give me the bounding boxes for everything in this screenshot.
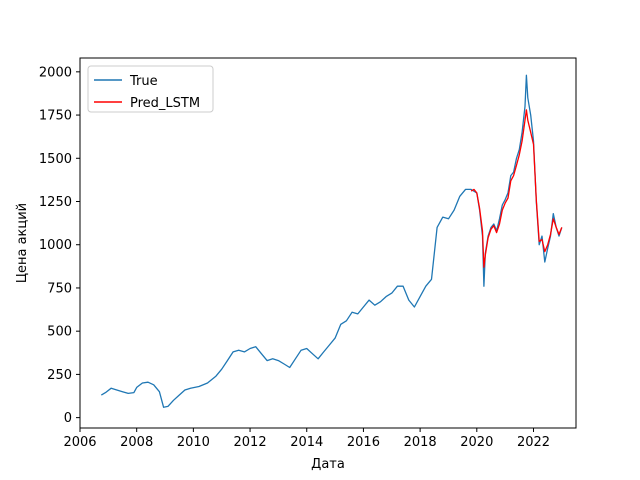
- y-tick-label: 1500: [39, 152, 72, 167]
- y-tick-label: 500: [47, 325, 72, 340]
- axes-frame: [79, 57, 577, 429]
- y-axis-label: Цена акций: [15, 203, 30, 283]
- x-tick-label: 2006: [63, 435, 96, 450]
- series-line-pred-lstm: [470, 109, 563, 268]
- x-tick-label: 2012: [234, 435, 267, 450]
- y-tick-label: 0: [64, 411, 72, 426]
- x-tick-label: 2018: [404, 435, 437, 450]
- y-tick-label: 1250: [39, 195, 72, 210]
- y-tick-label: 250: [47, 368, 72, 383]
- series-line-true: [100, 74, 563, 408]
- y-tick-label: 1750: [39, 109, 72, 124]
- axes: 2006 2008 2010 2012 2014 2016 2018 2020 2022 0 250…: [39, 57, 577, 450]
- legend: True Pred_LSTM: [87, 65, 214, 113]
- x-tick-label: 2010: [177, 435, 210, 450]
- legend-label-pred-lstm: Pred_LSTM: [130, 96, 200, 111]
- legend-box: [87, 65, 214, 113]
- legend-label-true: True: [129, 74, 158, 89]
- x-tick-label: 2022: [517, 435, 550, 450]
- x-tick-label: 2016: [347, 435, 380, 450]
- y-tick-label: 750: [47, 281, 72, 296]
- y-tick-label: 1000: [39, 238, 72, 253]
- plot-area: [100, 74, 563, 408]
- x-tick-label: 2014: [290, 435, 323, 450]
- x-tick-label: 2008: [120, 435, 153, 450]
- y-tick-label: 2000: [39, 65, 72, 80]
- x-tick-label: 2020: [460, 435, 493, 450]
- x-axis-label: Дата: [311, 457, 345, 472]
